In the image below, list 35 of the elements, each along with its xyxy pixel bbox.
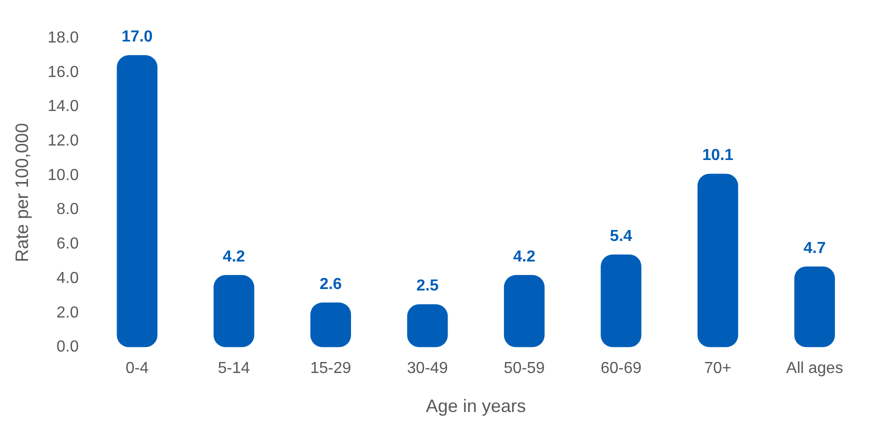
y-tick-label: 12.0 <box>48 132 79 150</box>
bar <box>794 266 835 348</box>
y-tick-label: 2.0 <box>56 304 79 322</box>
data-label: 4.2 <box>222 248 246 266</box>
x-tick-label: 30-49 <box>407 360 448 378</box>
x-tick-label: 15-29 <box>310 360 352 378</box>
y-tick-label: 18.0 <box>48 29 79 46</box>
y-tick-label: 0.0 <box>56 338 79 356</box>
y-tick-label: 4.0 <box>56 270 79 287</box>
bar <box>116 55 158 348</box>
data-label: 5.4 <box>610 228 632 245</box>
bar <box>214 275 254 348</box>
bar <box>600 254 642 348</box>
y-axis-title: Rate per 100,000 <box>12 123 32 262</box>
data-label: 2.6 <box>320 276 342 293</box>
bar <box>310 302 352 348</box>
data-label: 10.1 <box>702 147 734 164</box>
data-label: 2.5 <box>416 278 439 295</box>
y-tick-label: 14.0 <box>48 98 79 116</box>
y-tick-label: 6.0 <box>56 236 79 253</box>
y-tick-label: 10.0 <box>48 166 79 184</box>
x-tick-label: 0-4 <box>126 360 149 378</box>
bar <box>698 174 738 348</box>
data-label: 4.7 <box>803 240 826 257</box>
y-tick-label: 16.0 <box>48 64 79 81</box>
data-label: 4.2 <box>513 248 536 266</box>
data-label: 17.0 <box>122 28 153 46</box>
x-tick-label: 70+ <box>704 360 732 378</box>
x-tick-label: 50-59 <box>504 360 545 378</box>
x-axis-title: Age in years <box>426 396 526 416</box>
x-tick-label: 5-14 <box>218 360 250 378</box>
x-tick-label: 60-69 <box>600 360 642 378</box>
bar <box>504 275 545 348</box>
y-tick-label: 8.0 <box>56 201 79 218</box>
x-tick-label: All ages <box>786 360 844 378</box>
